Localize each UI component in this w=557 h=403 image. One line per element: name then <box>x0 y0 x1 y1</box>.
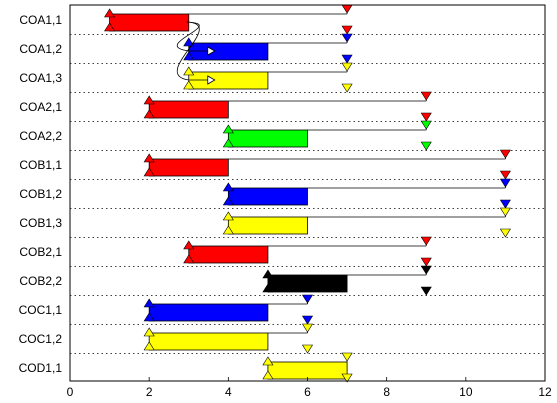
markers <box>104 4 511 383</box>
deadline-marker <box>341 54 353 64</box>
deadline-marker <box>341 33 353 43</box>
x-tick-label: 8 <box>383 385 390 399</box>
deadline-marker <box>499 199 511 209</box>
deadline-marker <box>301 315 314 325</box>
y-tick-label: COA2,2 <box>19 129 62 143</box>
y-tick-labels: COA1,1 COA1,2 COA1,3 COA2,1 COA2,2 COB1,1 COB1… <box>19 13 63 375</box>
deadline-marker <box>341 83 353 93</box>
start-marker <box>143 167 155 177</box>
start-marker <box>183 66 195 76</box>
start-marker <box>222 211 234 221</box>
start-marker <box>222 225 234 235</box>
task-bar <box>267 274 348 293</box>
x-tick-labels: 0 2 4 6 8 10 12 <box>67 377 552 399</box>
task-bar <box>188 71 269 90</box>
start-marker <box>222 182 234 192</box>
deadline-marker <box>420 286 432 296</box>
task-bar <box>148 332 269 351</box>
deadline-marker <box>420 236 432 246</box>
dependency-arrowhead <box>207 46 216 56</box>
y-tick-label: COA1,2 <box>19 42 62 56</box>
deadline-marker <box>341 25 353 35</box>
y-tick-label: COB1,3 <box>19 216 62 230</box>
y-tick-label: COA2,1 <box>19 100 62 114</box>
task-bar <box>188 245 269 264</box>
start-marker <box>183 80 195 90</box>
start-marker <box>262 283 274 293</box>
start-marker <box>143 312 155 322</box>
x-tick-label: 12 <box>538 385 552 399</box>
start-marker <box>143 109 155 119</box>
deadline-marker <box>301 294 314 304</box>
x-tick-label: 4 <box>225 385 232 399</box>
task-bar <box>148 100 229 119</box>
y-tick-label: COB2,2 <box>19 274 62 288</box>
deadline-marker <box>420 265 432 275</box>
start-marker <box>183 240 195 250</box>
start-marker <box>104 8 116 18</box>
start-marker <box>143 153 155 163</box>
deadline-marker <box>499 178 511 188</box>
deadline-marker <box>420 91 432 101</box>
start-marker <box>262 269 274 279</box>
x-tick-label: 6 <box>304 385 311 399</box>
task-bar <box>109 13 190 32</box>
y-tick-label: COA1,1 <box>19 13 62 27</box>
start-marker <box>183 37 195 47</box>
start-marker <box>262 356 274 366</box>
start-marker <box>143 95 155 105</box>
start-marker <box>222 124 234 134</box>
task-bar <box>267 361 348 380</box>
dependency-arrowhead <box>207 75 216 85</box>
start-marker <box>222 138 234 148</box>
deadline-marker <box>499 207 511 217</box>
deadline-marker <box>420 112 432 122</box>
start-marker <box>104 22 116 32</box>
task-bar <box>227 187 308 206</box>
dependency-arrow <box>176 21 200 52</box>
deadline-marker <box>341 62 353 72</box>
y-tick-label: COA1,3 <box>19 71 62 85</box>
deadline-marker <box>420 141 432 151</box>
x-tick-label: 0 <box>67 385 74 399</box>
y-tick-label: COC1,1 <box>19 303 63 317</box>
deadline-marker <box>341 4 353 14</box>
y-tick-label: COB1,1 <box>19 158 62 172</box>
task-bar <box>188 42 269 61</box>
task-bar <box>227 216 308 235</box>
start-marker <box>143 327 155 337</box>
deadline-marker <box>499 149 511 159</box>
y-tick-label: COB2,1 <box>19 245 62 259</box>
start-marker <box>262 370 274 380</box>
dependency-arrow <box>176 21 200 81</box>
task-bar <box>148 303 269 322</box>
y-tick-label: COB1,2 <box>19 187 62 201</box>
deadline-marker <box>301 323 314 333</box>
x-tick-label: 2 <box>146 385 153 399</box>
task-bar <box>148 158 229 177</box>
x-tick-label: 10 <box>459 385 473 399</box>
deadline-marker <box>420 257 432 267</box>
deadline-marker <box>341 373 353 383</box>
deadline-marker <box>499 228 511 238</box>
start-marker <box>183 51 195 61</box>
deadline-marker <box>499 170 511 180</box>
start-marker <box>183 254 195 264</box>
task-bar <box>227 129 308 148</box>
y-tick-label: COD1,1 <box>19 361 63 375</box>
deadline-marker <box>301 344 314 354</box>
start-marker <box>143 298 155 308</box>
start-marker <box>143 341 155 351</box>
start-marker <box>222 196 234 206</box>
deadline-marker <box>341 352 353 362</box>
y-tick-label: COC1,2 <box>19 332 63 346</box>
deadline-marker <box>420 120 432 130</box>
